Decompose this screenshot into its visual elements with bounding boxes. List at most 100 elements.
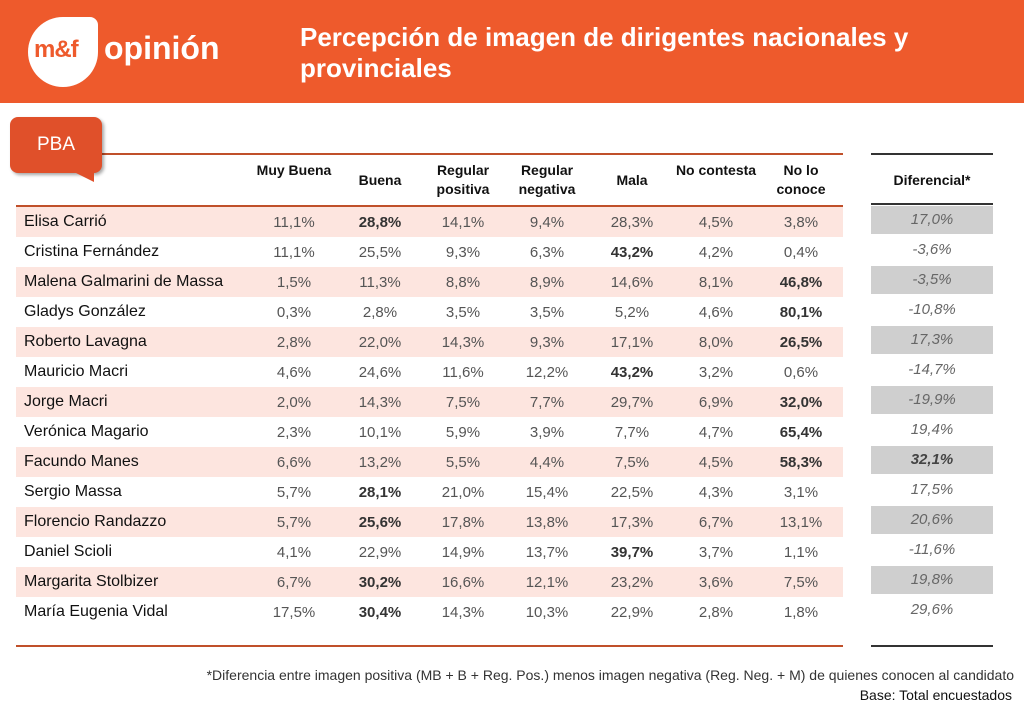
value-cell: 14,1% xyxy=(441,214,485,231)
leader-name: Cristina Fernández xyxy=(24,243,160,260)
table-row: Roberto Lavagna 2,8% 22,0% 14,3% 9,3% 17,1% 8,… xyxy=(16,327,843,357)
value-cell: 22,9% xyxy=(358,544,402,561)
diff-cell: 20,6% xyxy=(871,506,993,534)
value-cell: 30,2% xyxy=(358,574,402,591)
column-header: Muy Buena xyxy=(256,162,332,178)
value-cell: 43,2% xyxy=(610,244,654,261)
table-top-rule xyxy=(16,153,843,155)
table-row: Malena Galmarini de Massa 1,5% 11,3% 8,8% 8,… xyxy=(16,267,843,297)
value-cell: 4,7% xyxy=(698,424,734,441)
table-bottom-rule xyxy=(16,645,843,647)
diff-cell: -3,6% xyxy=(912,241,952,258)
value-cell: 15,4% xyxy=(525,484,569,501)
value-cell: 3,1% xyxy=(783,484,819,501)
diff-header-bottom-rule xyxy=(871,203,993,205)
leader-name: Mauricio Macri xyxy=(24,363,129,380)
leader-name: Elisa Carrió xyxy=(24,213,107,230)
logo-badge xyxy=(28,17,98,87)
table-row: María Eugenia Vidal 17,5% 30,4% 14,3% 10,3% 2… xyxy=(16,597,843,627)
value-cell: 58,3% xyxy=(779,454,823,471)
value-cell: 6,3% xyxy=(529,244,565,261)
table-row: Cristina Fernández 11,1% 25,5% 9,3% 6,3% 43,2… xyxy=(16,237,843,267)
table-row: Verónica Magario 2,3% 10,1% 5,9% 3,9% 7,7% 4,7… xyxy=(16,417,843,447)
leader-name: Jorge Macri xyxy=(24,393,108,410)
value-cell: 12,2% xyxy=(525,364,569,381)
diff-column-header: Diferencial* xyxy=(893,172,971,188)
value-cell: 8,0% xyxy=(698,334,734,351)
value-cell: 13,8% xyxy=(525,514,569,531)
value-cell: 8,8% xyxy=(445,274,481,291)
table-row: Gladys González 0,3% 2,8% 3,5% 3,5% 5,2% 4,6% 8… xyxy=(16,297,843,327)
value-cell: 2,3% xyxy=(276,424,312,441)
value-cell: 5,2% xyxy=(614,304,650,321)
value-cell: 3,2% xyxy=(698,364,734,381)
value-cell: 32,0% xyxy=(779,394,823,411)
region-tab-pba: PBA xyxy=(10,117,102,173)
value-cell: 5,9% xyxy=(445,424,481,441)
column-header: Regular positiva xyxy=(436,162,490,197)
leader-name: Verónica Magario xyxy=(24,423,149,440)
value-cell: 46,8% xyxy=(779,274,823,291)
leader-name: Florencio Randazzo xyxy=(24,513,167,530)
base-note: Base: Total encuestados xyxy=(859,687,1012,703)
column-header: No contesta xyxy=(675,162,757,178)
value-cell: 9,4% xyxy=(529,214,565,231)
value-cell: 17,1% xyxy=(610,334,654,351)
value-cell: 39,7% xyxy=(610,544,654,561)
diff-cell: -19,9% xyxy=(871,386,993,414)
value-cell: 10,1% xyxy=(358,424,402,441)
value-cell: 11,6% xyxy=(442,364,484,381)
value-cell: 17,3% xyxy=(610,514,654,531)
column-header: Regular negativa xyxy=(518,162,576,197)
value-cell: 80,1% xyxy=(779,304,823,321)
value-cell: 3,9% xyxy=(529,424,565,441)
leader-name: Daniel Scioli xyxy=(24,543,113,560)
leader-name: Roberto Lavagna xyxy=(24,333,147,350)
column-header: Buena xyxy=(358,172,402,188)
diff-top-rule xyxy=(871,153,993,155)
diff-bottom-rule xyxy=(871,645,993,647)
value-cell: 8,1% xyxy=(698,274,734,291)
value-cell: 0,6% xyxy=(783,364,819,381)
value-cell: 4,4% xyxy=(529,454,565,471)
header-bottom-rule xyxy=(16,205,843,207)
logo-mark: m&f xyxy=(34,36,79,63)
value-cell: 6,6% xyxy=(276,454,312,471)
value-cell: 2,8% xyxy=(362,304,398,321)
value-cell: 5,5% xyxy=(445,454,481,471)
value-cell: 4,1% xyxy=(276,544,312,561)
value-cell: 25,5% xyxy=(358,244,402,261)
value-cell: 14,3% xyxy=(441,334,485,351)
value-cell: 21,0% xyxy=(441,484,485,501)
value-cell: 7,5% xyxy=(445,394,481,411)
value-cell: 13,7% xyxy=(525,544,569,561)
value-cell: 28,8% xyxy=(358,214,402,231)
table-row: Mauricio Macri 4,6% 24,6% 11,6% 12,2% 43,2% 3,… xyxy=(16,357,843,387)
value-cell: 3,6% xyxy=(698,574,734,591)
value-cell: 4,6% xyxy=(276,364,312,381)
value-cell: 6,7% xyxy=(276,574,312,591)
diff-cell: 17,0% xyxy=(871,206,993,234)
diff-cell: -11,6% xyxy=(908,541,956,558)
value-cell: 14,3% xyxy=(358,394,402,411)
value-cell: 5,7% xyxy=(276,514,312,531)
diff-cell: 29,6% xyxy=(910,601,954,618)
value-cell: 43,2% xyxy=(610,364,654,381)
value-cell: 13,1% xyxy=(779,514,823,531)
value-cell: 5,7% xyxy=(276,484,312,501)
value-cell: 8,9% xyxy=(529,274,565,291)
value-cell: 10,3% xyxy=(525,604,569,621)
value-cell: 2,0% xyxy=(276,394,312,411)
value-cell: 0,4% xyxy=(783,244,819,261)
diff-cell: 19,4% xyxy=(910,421,954,438)
table-row: Florencio Randazzo 5,7% 25,6% 17,8% 13,8% 17,… xyxy=(16,507,843,537)
value-cell: 9,3% xyxy=(529,334,565,351)
leader-name: Sergio Massa xyxy=(24,483,122,500)
leader-name: Margarita Stolbizer xyxy=(24,573,159,590)
value-cell: 6,7% xyxy=(698,514,734,531)
value-cell: 14,3% xyxy=(441,604,485,621)
diff-cell: 32,1% xyxy=(871,446,993,474)
value-cell: 1,1% xyxy=(783,544,819,561)
column-header: Mala xyxy=(616,172,648,188)
value-cell: 24,6% xyxy=(358,364,402,381)
